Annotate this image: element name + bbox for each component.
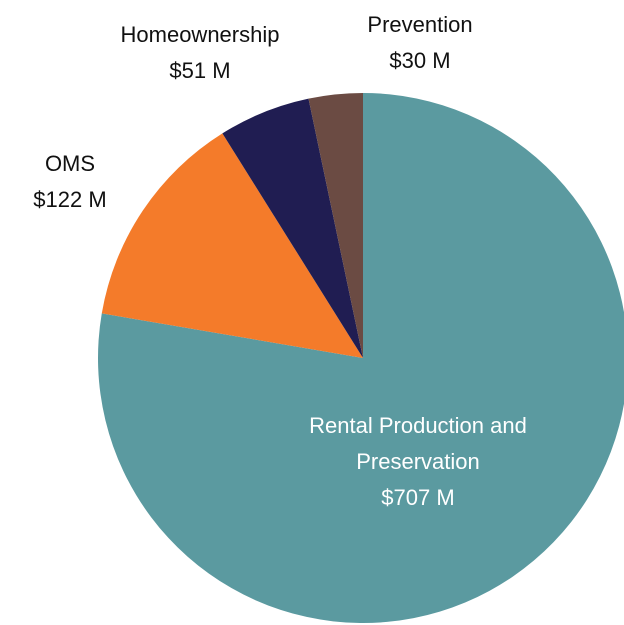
category-label: Rental Production and Preservation xyxy=(309,413,527,474)
pie-slice xyxy=(308,93,363,358)
category-label: OMS xyxy=(44,151,96,176)
category-label: Prevention xyxy=(367,12,473,37)
pie-slice xyxy=(222,98,363,358)
pie-slice xyxy=(101,133,363,358)
slice-label: Rental Production and Preservation $707 M xyxy=(288,408,548,516)
value-label: $122 M xyxy=(33,187,107,212)
value-label: $51 M xyxy=(169,58,231,83)
value-label: $707 M xyxy=(381,485,455,510)
pie-slice xyxy=(98,93,624,623)
slice-label: Homeownership $51 M xyxy=(80,17,320,89)
slice-label: Prevention $30 M xyxy=(335,7,505,79)
value-label: $30 M xyxy=(389,48,451,73)
slice-label: OMS $122 M xyxy=(0,146,140,218)
category-label: Homeownership xyxy=(120,22,280,47)
